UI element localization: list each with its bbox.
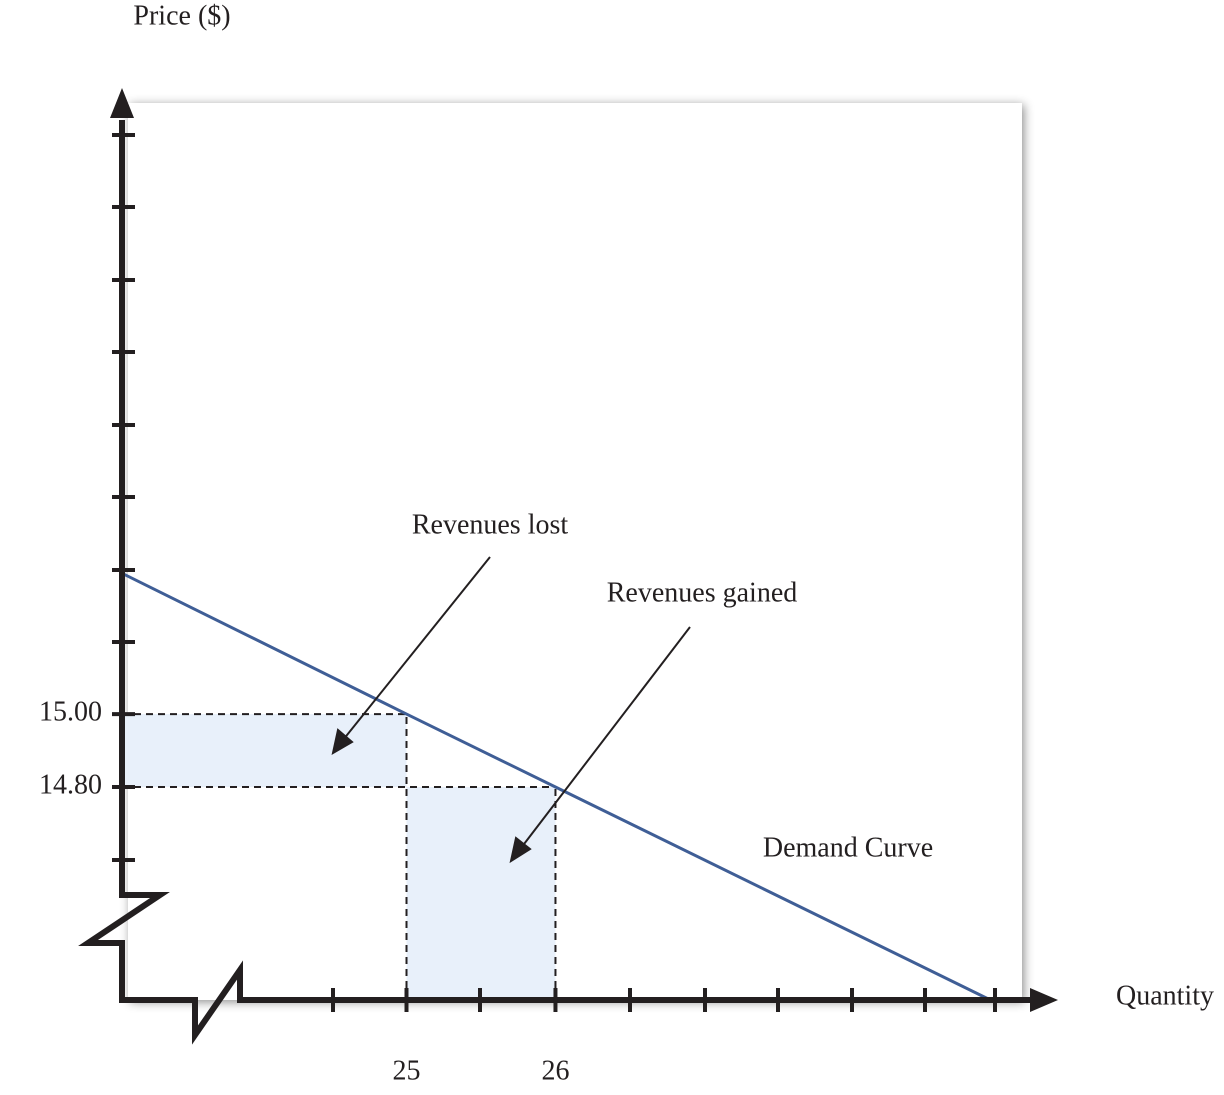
y-tick-label: 15.00	[39, 696, 102, 727]
arrow-head	[509, 836, 532, 864]
y-arrow	[110, 88, 134, 118]
x-tick-label: 25	[393, 1055, 421, 1086]
minor-ticks	[112, 133, 997, 1012]
arrow-line	[520, 626, 691, 849]
x-tick-label: 26	[541, 1055, 569, 1086]
demand-curve	[121, 571, 992, 1002]
x-axis-title: Quantity	[1116, 980, 1214, 1011]
plot-area	[128, 103, 1022, 1000]
arrow-line	[342, 556, 491, 741]
annotation: Revenues gained	[607, 577, 798, 608]
arrow-head	[331, 728, 354, 755]
plot-layer	[121, 571, 992, 1002]
arrows	[331, 556, 691, 864]
y-tick-label: 14.80	[39, 769, 102, 800]
series-label: Demand Curve	[763, 832, 933, 863]
revenue-lost-area	[122, 714, 407, 788]
annotation: Revenues lost	[412, 509, 569, 540]
revenue-gained-area	[406, 787, 556, 1000]
x-arrow	[1030, 988, 1058, 1012]
axes	[78, 120, 1040, 1045]
y-axis-title: Price ($)	[133, 0, 230, 31]
